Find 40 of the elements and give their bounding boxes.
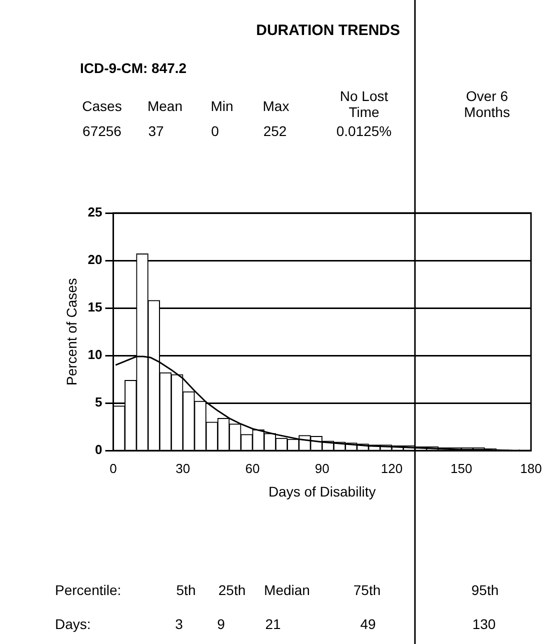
text: 25th	[218, 582, 246, 598]
y-tick-label: 15	[88, 300, 102, 315]
y-tick-label: 10	[88, 347, 102, 362]
text: Percentile:	[55, 582, 122, 598]
text: ICD-9-CM: 847.2	[80, 60, 187, 76]
y-tick-label: 25	[88, 204, 102, 220]
text: 75th	[352, 582, 382, 598]
text: 252	[262, 123, 288, 139]
text: Cases	[82, 98, 122, 114]
text: 5th	[176, 582, 196, 598]
text: Min	[210, 98, 234, 114]
x-tick-label: 30	[176, 460, 190, 476]
x-tick-label: 60	[245, 460, 260, 476]
x-tick-label: 0	[110, 460, 117, 476]
text: 0	[210, 123, 220, 139]
text: 67256	[82, 123, 122, 139]
x-tick-label: 90	[314, 460, 330, 476]
y-tick-label: 5	[95, 394, 102, 410]
text: Over 6 Months	[463, 88, 511, 120]
text: 0.0125%	[335, 123, 393, 139]
text: 9	[217, 616, 225, 632]
chart-title: DURATION TRENDS	[255, 22, 400, 39]
text: 3	[175, 616, 183, 632]
text: 21	[264, 616, 282, 632]
text: Days:	[55, 616, 91, 632]
text: 95th	[470, 582, 500, 598]
text: No Lost Time	[338, 88, 390, 120]
text: 130	[471, 616, 497, 632]
y-tick-label: 20	[88, 252, 102, 268]
text: Max	[262, 98, 290, 114]
x-tick-label: 120	[380, 460, 403, 476]
text: Mean	[147, 98, 183, 114]
y-axis-title: Percent of Cases	[63, 278, 80, 386]
y-tick-label: 0	[95, 442, 102, 458]
x-axis-title: Days of Disability	[268, 483, 376, 500]
text: 37	[148, 123, 164, 139]
x-tick-label: 150	[450, 460, 472, 476]
x-tick-label: 180	[520, 460, 542, 476]
text: Median	[264, 582, 310, 598]
text: 49	[359, 616, 377, 632]
